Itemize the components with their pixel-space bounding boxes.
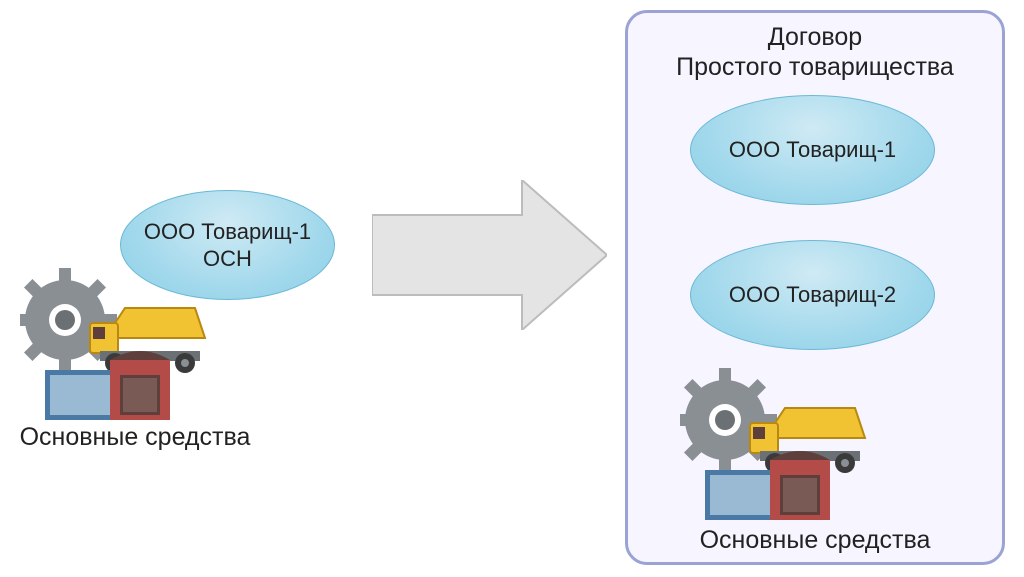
fixed-assets-label-right: Основные средства — [645, 525, 985, 555]
partnership-title-line1: Договор — [768, 23, 862, 51]
fixed-assets-icon-left — [20, 265, 220, 425]
partnership-title-line2: Простого товарищества — [676, 53, 954, 81]
fixed-assets-label-left: Основные средства — [0, 422, 270, 452]
partnership-title: Договор Простого товарищества — [625, 22, 1005, 82]
left-company-name: ООО Товарищ-1 — [144, 219, 311, 244]
right-company-1-ellipse: ООО Товарищ-1 — [690, 95, 935, 205]
transform-arrow-icon — [372, 180, 607, 330]
diagram-canvas: { "colors": { "bg": "#ffffff", "ellipse_… — [0, 0, 1024, 577]
right-company-1-name: ООО Товарищ-1 — [729, 136, 896, 164]
fixed-assets-icon-right — [680, 365, 880, 525]
right-company-2-name: ООО Товарищ-2 — [729, 281, 896, 309]
right-company-2-ellipse: ООО Товарищ-2 — [690, 240, 935, 350]
